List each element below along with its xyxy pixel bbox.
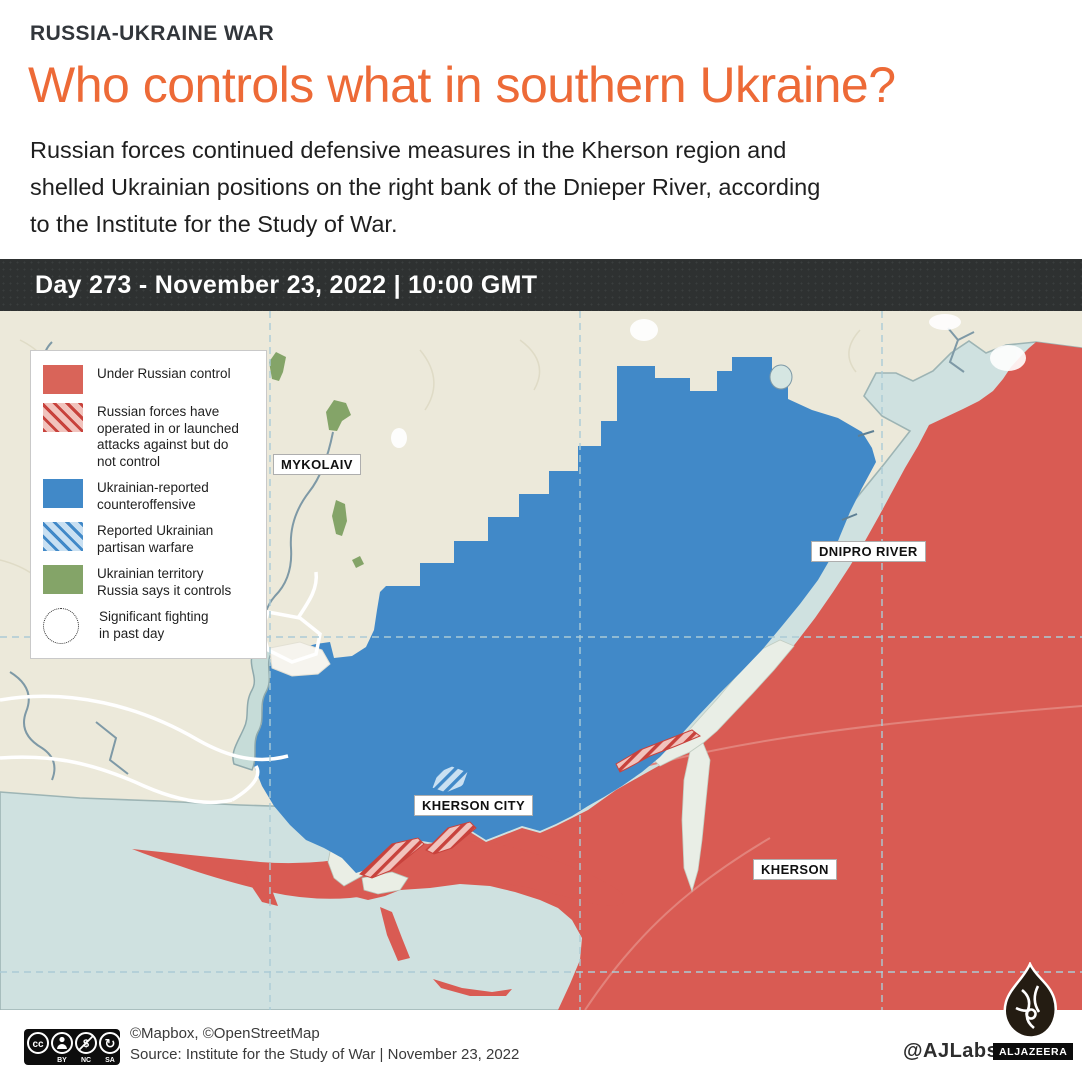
map: MYKOLAIV DNIPRO RIVER KHERSON CITY KHERS… [0,311,1082,1011]
small-lake [769,364,793,390]
legend-item-partisan: Reported Ukrainian partisan warfare [43,522,254,556]
hatch-partisan-warfare [431,765,469,794]
legend-label: Reported Ukrainian [97,523,214,538]
russian-spit-bump [242,866,278,906]
label-kherson-city: KHERSON CITY [414,795,534,816]
swatch-claimed-territory [43,565,83,594]
sa-arrow-icon: ↻ [105,1037,116,1052]
legend-item-claimed-territory: Ukrainian territory Russia says it contr… [43,565,254,599]
cc-label-nc: NC [81,1057,91,1064]
label-kherson: KHERSON [753,859,837,880]
legend-item-counteroffensive: Ukrainian-reported counteroffensive [43,479,254,513]
legend-item-russian-operated: Russian forces have operated in or launc… [43,403,254,470]
legend-label: Russian forces have [97,404,220,419]
legend-item-russian-control: Under Russian control [43,365,254,394]
cc-license-badge: cc $ ↻ BY NC SA [24,1029,120,1065]
date-bar-text: Day 273 - November 23, 2022 | 10:00 GMT [35,270,538,299]
legend-label: Ukrainian-reported [97,480,209,495]
legend-label: partisan warfare [97,539,194,555]
pale-river-strip-2 [681,742,711,893]
legend-label: Significant fighting [99,609,209,624]
aljazeera-flame-logo [1003,962,1057,1039]
map-legend: Under Russian control Russian forces hav… [30,350,267,659]
legend-label: operated in or launched [97,420,239,436]
legend-label: Under Russian control [97,366,231,381]
swatch-russian-operated [43,403,83,432]
swatch-counteroffensive [43,479,83,508]
cloud-patches [391,314,1026,448]
intro-line-2: shelled Ukrainian positions on the right… [30,174,821,200]
hatch-russian-operated [359,729,701,879]
cc-label-sa: SA [105,1057,115,1064]
swatch-partisan [43,522,83,551]
region-russian-control [344,342,1082,1010]
cc-label-by: BY [57,1057,67,1064]
legend-label: attacks against but do [97,437,229,452]
legend-item-significant-fighting: Significant fighting in past day [43,608,254,644]
legend-label: counteroffensive [97,496,196,512]
credit-mapbox: ©Mapbox, ©OpenStreetMap [130,1025,320,1042]
russian-sliver-2 [433,979,512,996]
map-art [0,311,1082,1011]
legend-label: in past day [99,625,165,641]
region-counteroffensive [250,357,876,873]
page-title: Who controls what in southern Ukraine? [28,57,896,113]
kicker: RUSSIA-UKRAINE WAR [30,22,275,45]
intro-line-3: to the Institute for the Study of War. [30,211,398,237]
bridges [841,430,875,521]
buh-inlet [232,647,274,771]
by-person-icon [59,1036,65,1043]
aljazeera-wordmark: ALJAZEERA [993,1043,1074,1060]
credit-source: Source: Institute for the Study of War |… [130,1046,520,1063]
legend-label: Ukrainian territory [97,566,204,581]
swatch-russian-control [43,365,83,394]
russian-sliver-1 [380,907,410,961]
label-mykolaiv: MYKOLAIV [273,454,361,475]
date-bar: Day 273 - November 23, 2022 | 10:00 GMT [0,259,1082,311]
fighting-circle-icon [43,608,79,644]
map-credits: ©Mapbox, ©OpenStreetMap Source: Institut… [130,1023,519,1065]
intro-line-1: Russian forces continued defensive measu… [30,137,787,163]
ajlabs-handle: @AJLabs [903,1040,999,1062]
label-dnipro-river: DNIPRO RIVER [811,541,926,562]
legend-label: Russia says it controls [97,582,232,598]
legend-label: not control [97,453,161,469]
cc-icon: cc [32,1039,44,1050]
intro-paragraph: Russian forces continued defensive measu… [30,132,820,243]
green-claimed-patches [269,352,364,568]
